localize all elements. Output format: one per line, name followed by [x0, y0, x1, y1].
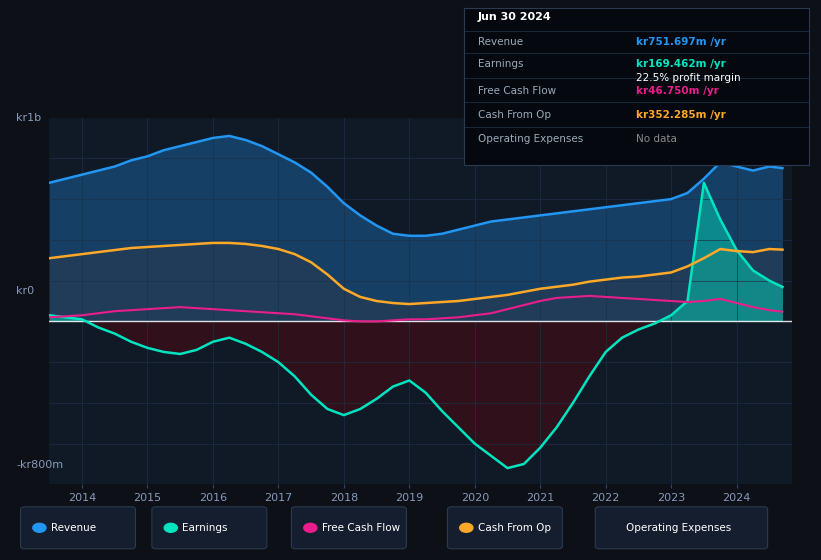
Text: kr751.697m /yr: kr751.697m /yr: [636, 37, 726, 47]
Text: Earnings: Earnings: [182, 523, 227, 533]
Text: kr169.462m /yr: kr169.462m /yr: [636, 59, 726, 69]
Text: Cash From Op: Cash From Op: [478, 110, 551, 120]
Text: Operating Expenses: Operating Expenses: [626, 523, 731, 533]
Text: Earnings: Earnings: [478, 59, 523, 69]
Text: Free Cash Flow: Free Cash Flow: [322, 523, 400, 533]
Text: Jun 30 2024: Jun 30 2024: [478, 12, 552, 22]
Text: Cash From Op: Cash From Op: [478, 523, 551, 533]
Text: 22.5% profit margin: 22.5% profit margin: [636, 73, 741, 83]
Text: kr1b: kr1b: [16, 113, 42, 123]
Text: -kr800m: -kr800m: [16, 460, 63, 470]
Text: Operating Expenses: Operating Expenses: [478, 134, 583, 144]
Text: Revenue: Revenue: [478, 37, 523, 47]
Text: kr46.750m /yr: kr46.750m /yr: [636, 86, 719, 96]
Text: Free Cash Flow: Free Cash Flow: [478, 86, 556, 96]
Text: kr0: kr0: [16, 286, 34, 296]
Text: kr352.285m /yr: kr352.285m /yr: [636, 110, 726, 120]
Text: Revenue: Revenue: [51, 523, 96, 533]
Text: No data: No data: [636, 134, 677, 144]
